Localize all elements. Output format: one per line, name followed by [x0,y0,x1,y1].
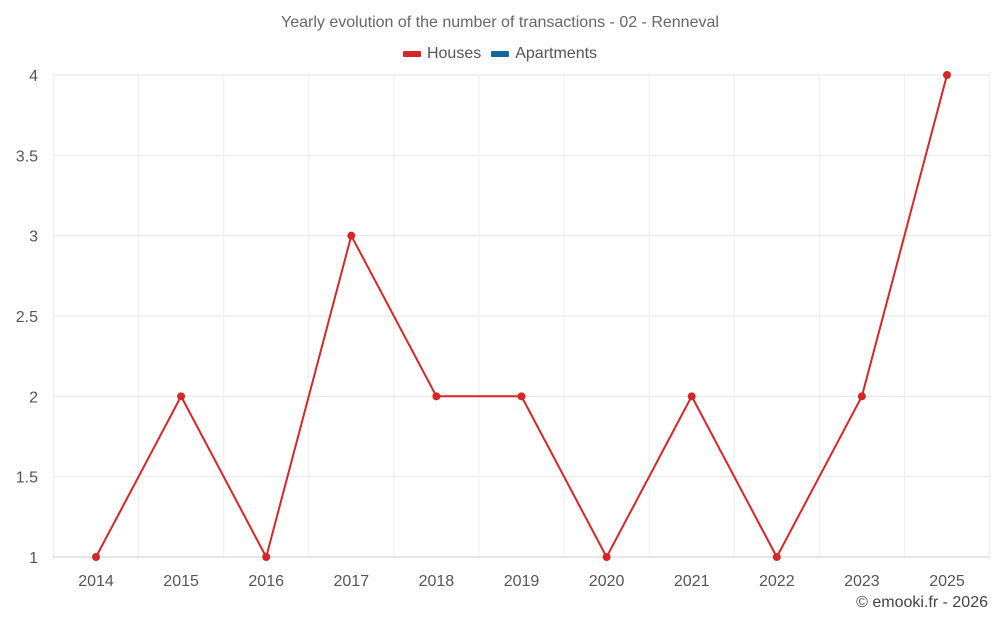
x-tick-label: 2020 [589,573,625,590]
y-tick-label: 3 [29,229,38,246]
x-tick-label: 2015 [163,573,199,590]
data-point [857,392,866,401]
data-point [687,392,696,401]
y-tick-label: 4 [29,68,38,85]
legend-label-houses: Houses [426,45,482,62]
x-tick-label: 2023 [844,573,880,590]
x-tick-label: 2025 [929,573,965,590]
data-point [92,553,100,561]
data-point [177,392,186,401]
data-point [943,71,951,79]
y-tick-label: 2.5 [16,309,38,326]
data-point [517,392,526,401]
chart-title: Yearly evolution of the number of transa… [281,14,719,31]
data-point [432,392,441,401]
legend: Houses Apartments [0,45,1000,63]
x-tick-label: 2021 [674,573,710,590]
x-tick-label: 2017 [334,573,370,590]
legend-label-apartments: Apartments [515,45,598,62]
y-tick-label: 1.5 [16,470,38,487]
data-point [772,553,781,561]
legend-item-houses[interactable]: Houses [402,45,482,63]
legend-item-apartments[interactable]: Apartments [491,45,597,63]
x-tick-label: 2019 [504,573,540,590]
credit-text: © emooki.fr - 2026 [856,594,988,611]
x-tick-label: 2014 [78,573,114,590]
y-tick-label: 2 [29,389,38,406]
data-point [602,553,611,561]
x-tick-label: 2016 [248,573,284,590]
data-point [262,553,271,561]
data-point [347,231,356,240]
legend-swatch-houses [402,51,421,57]
y-tick-label: 1 [29,550,38,567]
legend-swatch-apartments [491,51,510,57]
y-tick-label: 3.5 [16,148,38,165]
x-tick-label: 2022 [759,573,795,590]
x-tick-label: 2018 [419,573,455,590]
